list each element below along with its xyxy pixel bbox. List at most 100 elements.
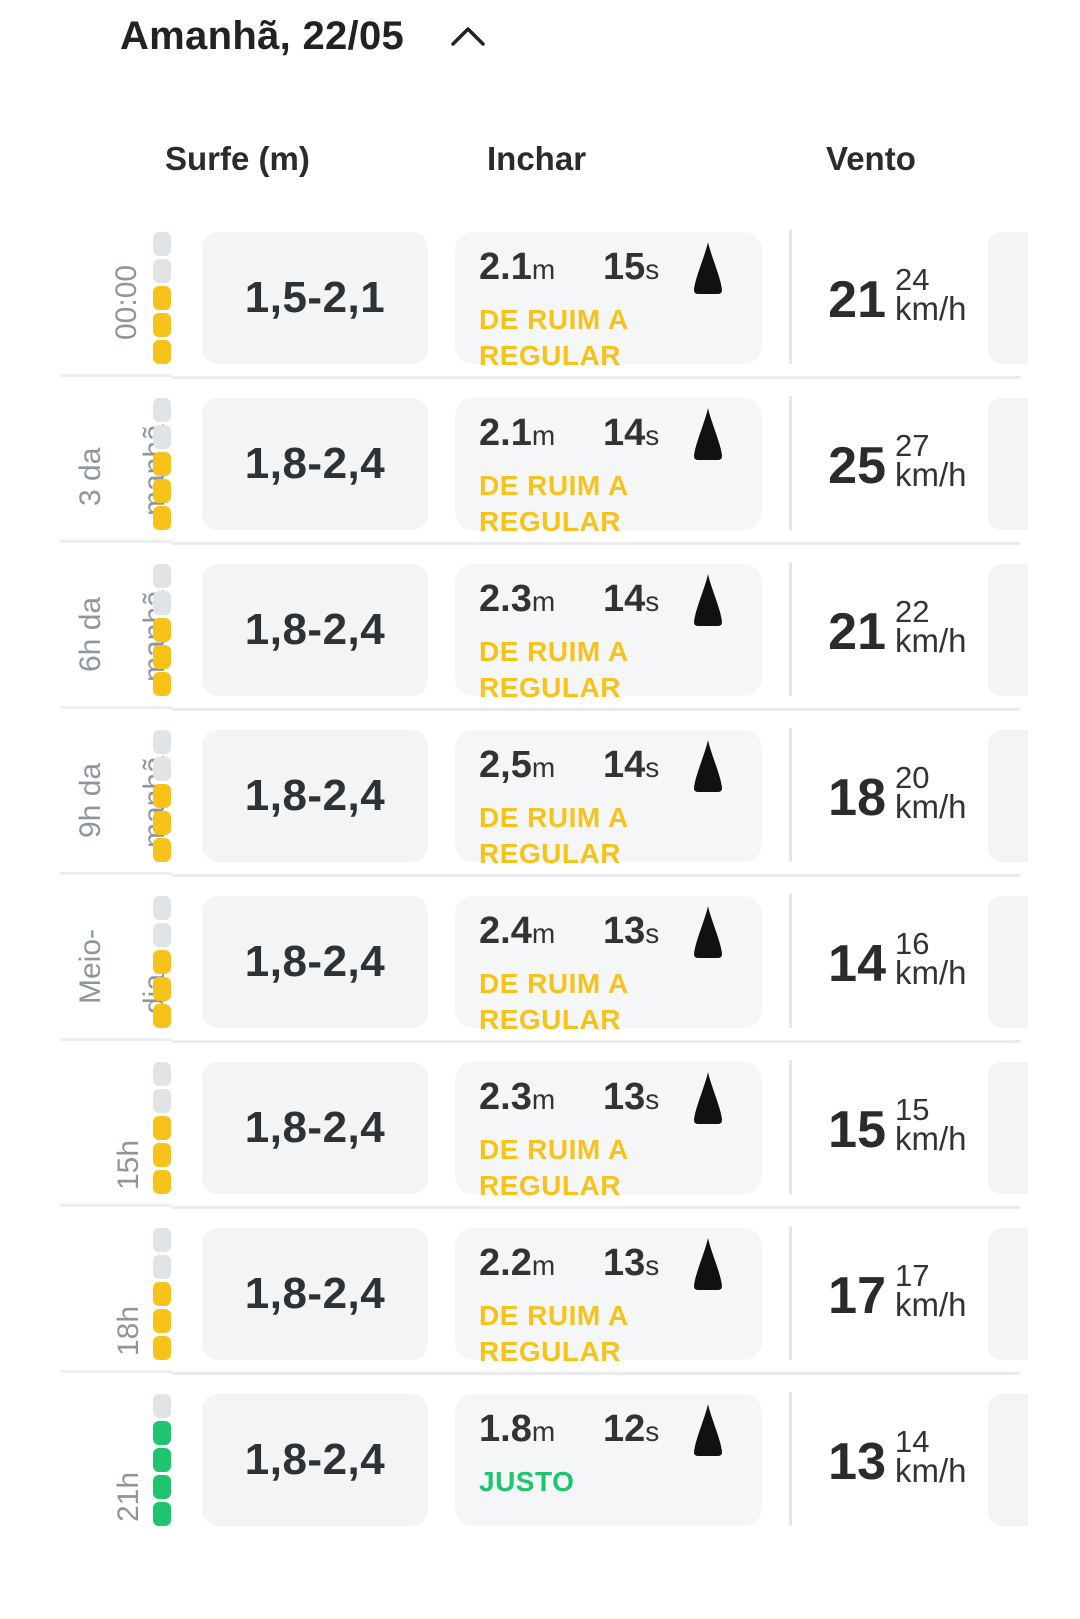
swell-card[interactable]: 2.1m 14s DE RUIM A REGULAR xyxy=(455,398,762,537)
swell-period: 13s xyxy=(603,910,660,952)
column-header-swell: Inchar xyxy=(487,140,587,177)
forecast-row[interactable]: 3 damanhã 1,8-2,4 2.1m 14s DE RUIM A REGULAR… xyxy=(0,396,1080,537)
rating-segment xyxy=(153,1282,171,1306)
column-divider xyxy=(789,1060,792,1194)
swell-period: 15s xyxy=(603,246,660,288)
rating-label: DE RUIM A REGULAR xyxy=(479,636,628,703)
surf-card[interactable]: 1,8-2,4 xyxy=(202,730,428,862)
wind-gust: 24 xyxy=(895,262,930,297)
swell-direction-icon xyxy=(694,408,722,460)
rating-segment xyxy=(153,1336,171,1360)
row-divider xyxy=(172,1206,1020,1209)
swell-period: 13s xyxy=(603,1076,660,1118)
rating-segment xyxy=(153,1421,171,1445)
rating-meter xyxy=(153,1062,171,1196)
wind-cell: 25 27 km/h xyxy=(818,396,978,530)
rating-segment xyxy=(153,286,171,310)
forecast-row[interactable]: 6h damanhã 1,8-2,4 2.3m 14s DE RUIM A REGULA… xyxy=(0,562,1080,703)
row-divider xyxy=(172,1040,1020,1043)
wind-unit: km/h xyxy=(895,954,967,991)
rating-segment xyxy=(153,1228,171,1252)
next-column-card[interactable] xyxy=(988,1228,1028,1360)
rating-segment xyxy=(153,757,171,781)
forecast-row[interactable]: 00:00 1,5-2,1 2.1m 15s DE RUIM A REGULAR 21 24… xyxy=(0,230,1080,371)
rating-label: DE RUIM A REGULAR xyxy=(479,968,628,1035)
row-divider xyxy=(172,542,1020,545)
next-column-card[interactable] xyxy=(988,1394,1028,1526)
rating-label: DE RUIM A REGULAR xyxy=(479,802,628,869)
column-divider xyxy=(789,1392,792,1526)
swell-height: 2.3m xyxy=(479,578,556,620)
surf-card[interactable]: 1,8-2,4 xyxy=(202,1228,428,1360)
next-column-card[interactable] xyxy=(988,896,1028,1028)
wind-speed: 25 xyxy=(828,437,886,495)
rating-meter xyxy=(153,1394,171,1528)
rating-segment xyxy=(153,259,171,283)
rating-segment xyxy=(153,838,171,862)
swell-card[interactable]: 2.3m 13s DE RUIM A REGULAR xyxy=(455,1062,762,1201)
forecast-row[interactable]: 15h 1,8-2,4 2.3m 13s DE RUIM A REGULAR 15 15 km… xyxy=(0,1060,1080,1201)
wind-cell: 15 15 km/h xyxy=(818,1060,978,1194)
rating-segment xyxy=(153,506,171,530)
swell-period: 14s xyxy=(603,578,660,620)
wind-cell: 13 14 km/h xyxy=(818,1392,978,1526)
rating-segment xyxy=(153,811,171,835)
rating-segment xyxy=(153,1089,171,1113)
column-divider xyxy=(789,894,792,1028)
forecast-row[interactable]: 18h 1,8-2,4 2.2m 13s DE RUIM A REGULAR 17 17 km… xyxy=(0,1226,1080,1367)
time-label: 3 damanhã xyxy=(60,396,171,536)
forecast-row[interactable]: Meio-dia 1,8-2,4 2.4m 13s DE RUIM A REGULAR 1… xyxy=(0,894,1080,1035)
column-divider xyxy=(789,562,792,696)
time-label-line: 00:00 xyxy=(110,264,143,340)
day-header[interactable]: Amanhã, 22/05 xyxy=(120,6,486,66)
swell-card[interactable]: 2.1m 15s DE RUIM A REGULAR xyxy=(455,232,762,371)
wind-unit: km/h xyxy=(895,1120,967,1157)
swell-card[interactable]: 2.4m 13s DE RUIM A REGULAR xyxy=(455,896,762,1035)
surf-card[interactable]: 1,8-2,4 xyxy=(202,398,428,530)
next-column-card[interactable] xyxy=(988,564,1028,696)
surf-range: 1,8-2,4 xyxy=(244,1103,386,1152)
swell-card[interactable]: 2.2m 13s DE RUIM A REGULAR xyxy=(455,1228,762,1367)
time-label: Meio-dia xyxy=(60,894,171,1034)
swell-height: 2,5m xyxy=(479,744,556,786)
swell-direction-icon xyxy=(694,906,722,958)
rating-segment xyxy=(153,1170,171,1194)
surf-card[interactable]: 1,8-2,4 xyxy=(202,896,428,1028)
rating-meter xyxy=(153,398,171,532)
rating-segment xyxy=(153,340,171,364)
rating-segment xyxy=(153,564,171,588)
rating-segment xyxy=(153,1394,171,1418)
rating-segment xyxy=(153,1004,171,1028)
swell-height: 2.4m xyxy=(479,910,556,952)
wind-speed: 17 xyxy=(828,1267,886,1325)
chevron-up-icon[interactable] xyxy=(450,18,486,54)
swell-period: 14s xyxy=(603,744,660,786)
rating-segment xyxy=(153,591,171,615)
rating-meter xyxy=(153,1228,171,1362)
wind-speed: 13 xyxy=(828,1433,886,1491)
surf-card[interactable]: 1,5-2,1 xyxy=(202,232,428,364)
surf-card[interactable]: 1,8-2,4 xyxy=(202,1062,428,1194)
time-label: 21h xyxy=(60,1392,160,1532)
rating-meter xyxy=(153,730,171,864)
surf-card[interactable]: 1,8-2,4 xyxy=(202,564,428,696)
surf-card[interactable]: 1,8-2,4 xyxy=(202,1394,428,1526)
rating-segment xyxy=(153,425,171,449)
time-label-line: 15h xyxy=(112,1139,145,1190)
swell-card[interactable]: 1.8m 12s JUSTO xyxy=(455,1394,762,1526)
surf-range: 1,8-2,4 xyxy=(244,1435,386,1484)
swell-height: 2.3m xyxy=(479,1076,556,1118)
forecast-row[interactable]: 9h damanhã 1,8-2,4 2,5m 14s DE RUIM A REGULA… xyxy=(0,728,1080,869)
column-divider xyxy=(789,1226,792,1360)
forecast-row[interactable]: 21h 1,8-2,4 1.8m 12s JUSTO 13 14 km/h xyxy=(0,1392,1080,1532)
wind-speed: 15 xyxy=(828,1101,886,1159)
rating-segment xyxy=(153,950,171,974)
swell-card[interactable]: 2,5m 14s DE RUIM A REGULAR xyxy=(455,730,762,869)
row-divider xyxy=(172,376,1020,379)
next-column-card[interactable] xyxy=(988,730,1028,862)
swell-card[interactable]: 2.3m 14s DE RUIM A REGULAR xyxy=(455,564,762,703)
rating-segment xyxy=(153,923,171,947)
next-column-card[interactable] xyxy=(988,1062,1028,1194)
next-column-card[interactable] xyxy=(988,232,1028,364)
next-column-card[interactable] xyxy=(988,398,1028,530)
